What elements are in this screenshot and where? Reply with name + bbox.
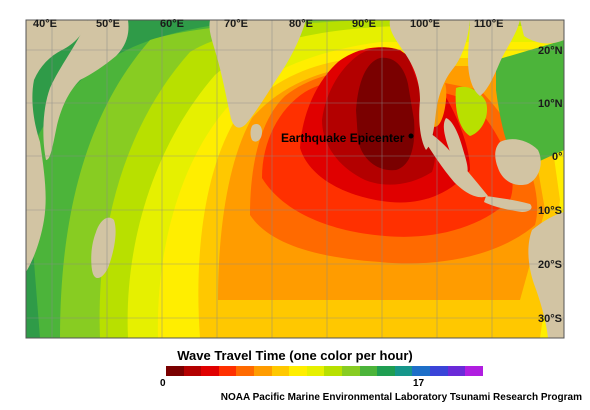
legend-swatch: [377, 366, 395, 376]
legend-swatch: [289, 366, 307, 376]
legend-swatch: [324, 366, 342, 376]
land-india: [209, 20, 306, 128]
map-frame: [25, 19, 565, 339]
legend-swatch: [201, 366, 219, 376]
legend-swatch: [306, 366, 325, 376]
epicenter-marker: [408, 133, 414, 139]
land-australia: [528, 212, 564, 338]
land-africa-arabia: [26, 20, 88, 272]
latitude-label: 30°S: [538, 313, 562, 325]
legend-title: Wave Travel Time (one color per hour): [177, 348, 413, 363]
latitude-label: 20°N: [538, 45, 563, 57]
legend-swatch: [183, 366, 202, 376]
land-java: [484, 196, 532, 212]
graticule: [26, 20, 564, 338]
longitude-label: 50°E: [96, 18, 120, 30]
credit-text: NOAA Pacific Marine Environmental Labora…: [220, 392, 582, 403]
legend-max-label: 17: [413, 378, 425, 389]
longitude-label: 110°E: [474, 18, 503, 30]
longitude-labels: 40°E 50°E 60°E 70°E 80°E 90°E 100°E 110°…: [33, 18, 503, 30]
latitude-label: 10°S: [538, 205, 562, 217]
legend-swatch: [218, 366, 237, 376]
longitude-label: 70°E: [224, 18, 248, 30]
longitude-label: 60°E: [160, 18, 184, 30]
longitude-label: 100°E: [410, 18, 440, 30]
longitude-label: 80°E: [289, 18, 313, 30]
legend-swatch: [236, 366, 254, 376]
legend-swatch: [465, 366, 483, 376]
land-sri-lanka: [250, 124, 262, 142]
land-indochina: [468, 20, 520, 96]
legend-swatch: [359, 366, 378, 376]
legend-swatch: [341, 366, 360, 376]
legend-swatch: [394, 366, 413, 376]
longitude-label: 40°E: [33, 18, 57, 30]
legend-swatch: [271, 366, 290, 376]
legend-swatch: [447, 366, 466, 376]
latitude-label: 0°: [552, 151, 563, 163]
gulf-of-thailand-water: [455, 86, 488, 136]
latitude-label: 10°N: [538, 98, 563, 110]
legend-swatch: [166, 366, 184, 376]
south-china-sea-water: [496, 40, 564, 170]
legend-min-label: 0: [160, 378, 166, 389]
legend-swatch: [429, 366, 448, 376]
map-area: [26, 20, 564, 338]
land-malay-peninsula: [443, 118, 468, 176]
legend-swatch: [253, 366, 272, 376]
latitude-label: 20°S: [538, 259, 562, 271]
legend-color-bar: [166, 366, 483, 376]
land-top-right: [520, 20, 564, 44]
latitude-labels: 20°N 10°N 0° 10°S 20°S 30°S: [538, 45, 563, 325]
land-sumatra: [424, 130, 488, 198]
longitude-label: 90°E: [352, 18, 376, 30]
epicenter-label: Earthquake Epicenter: [281, 131, 405, 145]
land-myanmar-thailand: [389, 20, 470, 150]
ocean-band-epicentral: [356, 57, 415, 171]
land-madagascar: [91, 217, 116, 279]
land-borneo: [495, 139, 541, 186]
legend-swatch: [412, 366, 430, 376]
